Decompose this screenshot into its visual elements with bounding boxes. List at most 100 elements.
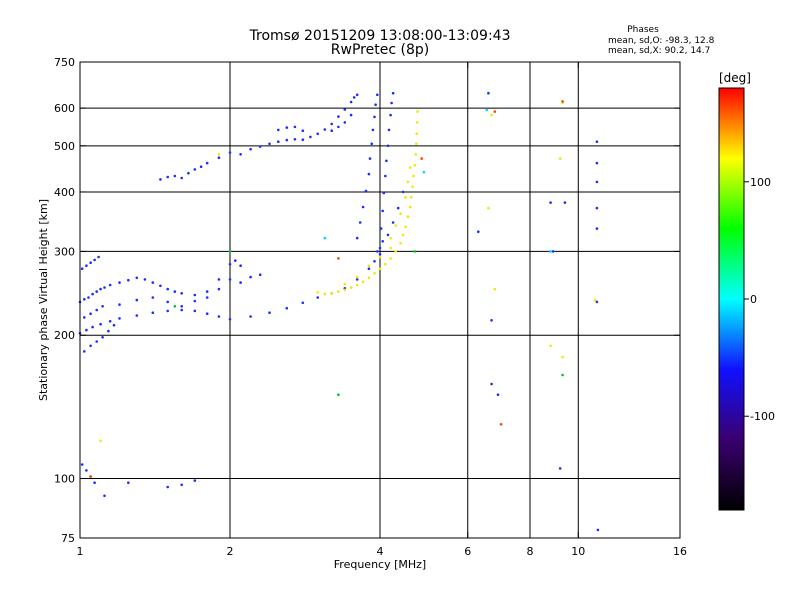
- data-point: [293, 138, 297, 141]
- data-point: [337, 115, 340, 118]
- data-point: [367, 267, 371, 271]
- data-point: [595, 180, 599, 184]
- data-point: [95, 340, 98, 343]
- data-point: [381, 240, 385, 243]
- data-point: [199, 165, 203, 168]
- y-tick-label: 100: [54, 473, 75, 486]
- data-point: [337, 393, 340, 397]
- x-tick-label: 2: [227, 545, 234, 558]
- data-point: [361, 205, 365, 209]
- data-point: [596, 528, 600, 532]
- data-point: [364, 189, 368, 193]
- data-point: [376, 93, 379, 97]
- data-point: [379, 227, 383, 230]
- data-point: [558, 157, 562, 160]
- data-point: [373, 260, 376, 263]
- data-point: [323, 236, 327, 240]
- data-point: [415, 142, 418, 146]
- data-point: [316, 296, 320, 299]
- data-point: [316, 132, 320, 136]
- y-tick-label: 400: [54, 186, 75, 199]
- data-point: [166, 287, 169, 291]
- data-point: [173, 174, 177, 178]
- x-tick-label: 6: [464, 545, 471, 558]
- data-point: [159, 178, 162, 181]
- data-point: [217, 287, 221, 291]
- data-point: [217, 153, 221, 156]
- data-point: [159, 284, 162, 288]
- data-point: [118, 317, 121, 320]
- data-point: [394, 224, 398, 227]
- data-point: [485, 108, 489, 112]
- data-point: [99, 287, 102, 291]
- data-point: [101, 336, 104, 339]
- colorbar-label: [deg]: [719, 71, 751, 85]
- data-point: [268, 311, 271, 315]
- data-point: [390, 101, 393, 105]
- x-tick-label: 16: [673, 545, 687, 558]
- data-point: [378, 267, 382, 271]
- data-point: [205, 161, 209, 165]
- data-point: [371, 128, 375, 132]
- data-point: [205, 312, 209, 316]
- data-point: [490, 382, 493, 386]
- x-axis-label: Frequency [MHz]: [334, 558, 426, 571]
- data-point: [389, 246, 392, 250]
- data-point: [411, 185, 414, 189]
- data-point: [355, 275, 359, 279]
- data-point: [389, 113, 392, 117]
- data-point: [408, 166, 412, 169]
- data-point: [258, 145, 262, 148]
- data-point: [355, 278, 359, 281]
- data-point: [80, 463, 84, 466]
- grid: [80, 62, 680, 538]
- data-point: [412, 174, 415, 178]
- data-point: [193, 168, 197, 171]
- y-tick-label: 500: [54, 140, 75, 153]
- data-point: [399, 212, 402, 215]
- data-point: [228, 262, 232, 266]
- data-point: [249, 315, 252, 318]
- data-point: [180, 292, 183, 295]
- data-point: [228, 318, 232, 321]
- data-point: [391, 91, 395, 95]
- data-point: [595, 161, 599, 165]
- data-point: [389, 257, 392, 260]
- data-point: [355, 283, 359, 287]
- data-point: [228, 151, 232, 154]
- data-point: [323, 292, 327, 296]
- x-tick-label: 4: [377, 545, 384, 558]
- data-point: [80, 267, 84, 271]
- data-point: [487, 91, 490, 95]
- data-point: [337, 290, 340, 293]
- data-point: [593, 298, 597, 302]
- data-point: [499, 423, 503, 426]
- data-point: [376, 250, 379, 253]
- data-point: [343, 108, 347, 111]
- data-point: [387, 128, 391, 132]
- data-point: [316, 291, 320, 294]
- data-point: [490, 113, 493, 117]
- data-point: [193, 293, 197, 297]
- data-point: [404, 195, 407, 199]
- data-point: [349, 286, 353, 289]
- data-point: [330, 122, 334, 126]
- colorbar-tick-label: 100: [750, 176, 771, 189]
- data-point: [87, 296, 90, 299]
- data-point: [151, 296, 155, 299]
- data-point: [496, 393, 500, 397]
- y-tick-label: 300: [54, 245, 75, 258]
- data-point: [595, 206, 599, 210]
- data-point: [97, 255, 100, 259]
- data-point: [551, 250, 555, 253]
- data-point: [180, 308, 183, 312]
- data-point: [343, 282, 347, 286]
- colorbar-gradient: [718, 87, 745, 511]
- data-point: [217, 315, 221, 318]
- data-point: [193, 479, 197, 482]
- data-point: [193, 299, 197, 303]
- data-point: [349, 113, 353, 117]
- data-point: [91, 325, 94, 329]
- data-point: [249, 147, 252, 151]
